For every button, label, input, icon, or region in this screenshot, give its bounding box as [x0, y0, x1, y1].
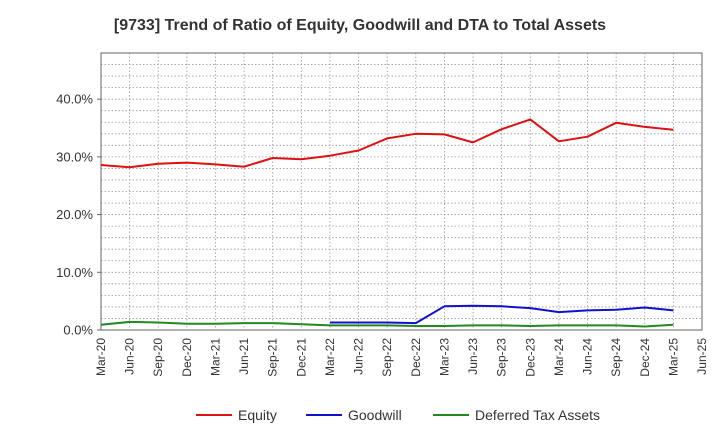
x-tick-label: Jun-25 [695, 338, 709, 375]
x-tick-label: Mar-21 [208, 338, 222, 376]
x-tick-label: Sep-24 [609, 338, 623, 377]
chart-title: [9733] Trend of Ratio of Equity, Goodwil… [114, 17, 606, 34]
x-tick-label: Jun-20 [123, 338, 137, 375]
legend-label-goodwill: Goodwill [348, 407, 402, 423]
series-line-equity [100, 118, 674, 169]
x-tick-label: Mar-25 [666, 338, 680, 376]
plot-frame [100, 52, 703, 331]
x-tick-label: Dec-24 [638, 338, 652, 377]
series-line-goodwill [330, 304, 674, 325]
x-tick-label: Sep-23 [495, 338, 509, 377]
series-line-deferred-tax-assets [100, 320, 674, 328]
x-tick-label: Sep-21 [266, 338, 280, 377]
x-tick-label: Dec-21 [294, 338, 308, 377]
x-tick-label: Mar-23 [437, 338, 451, 376]
y-tick-label: 10.0% [56, 265, 93, 280]
legend-label-equity: Equity [238, 407, 277, 423]
x-tick-label: Dec-22 [409, 338, 423, 377]
x-tick-label: Jun-21 [237, 338, 251, 375]
y-tick-label: 40.0% [56, 92, 93, 107]
x-tick-label: Jun-24 [581, 338, 595, 375]
x-tick-label: Mar-20 [94, 338, 108, 376]
legend-label-deferred-tax-assets: Deferred Tax Assets [475, 407, 600, 423]
plot-background [101, 53, 702, 330]
legend: Equity Goodwill Deferred Tax Assets [196, 407, 600, 423]
x-tick-label: Jun-22 [352, 338, 366, 375]
y-tick-label: 20.0% [56, 207, 93, 222]
y-tick-label: 30.0% [56, 149, 93, 164]
x-tick-label: Mar-22 [323, 338, 337, 376]
plot-area: 0.0% 10.0% 20.0% 30.0% 40.0% Mar-20 Jun-20 Sep-… [56, 52, 709, 377]
x-tick-label: Jun-23 [466, 338, 480, 375]
x-tick-label: Sep-20 [151, 338, 165, 377]
y-tick-label: 0.0% [63, 323, 93, 338]
x-tick-label: Dec-23 [523, 338, 537, 377]
x-tick-label: Dec-20 [180, 338, 194, 377]
x-tick-label: Sep-22 [380, 338, 394, 377]
x-tick-label: Mar-24 [552, 338, 566, 376]
